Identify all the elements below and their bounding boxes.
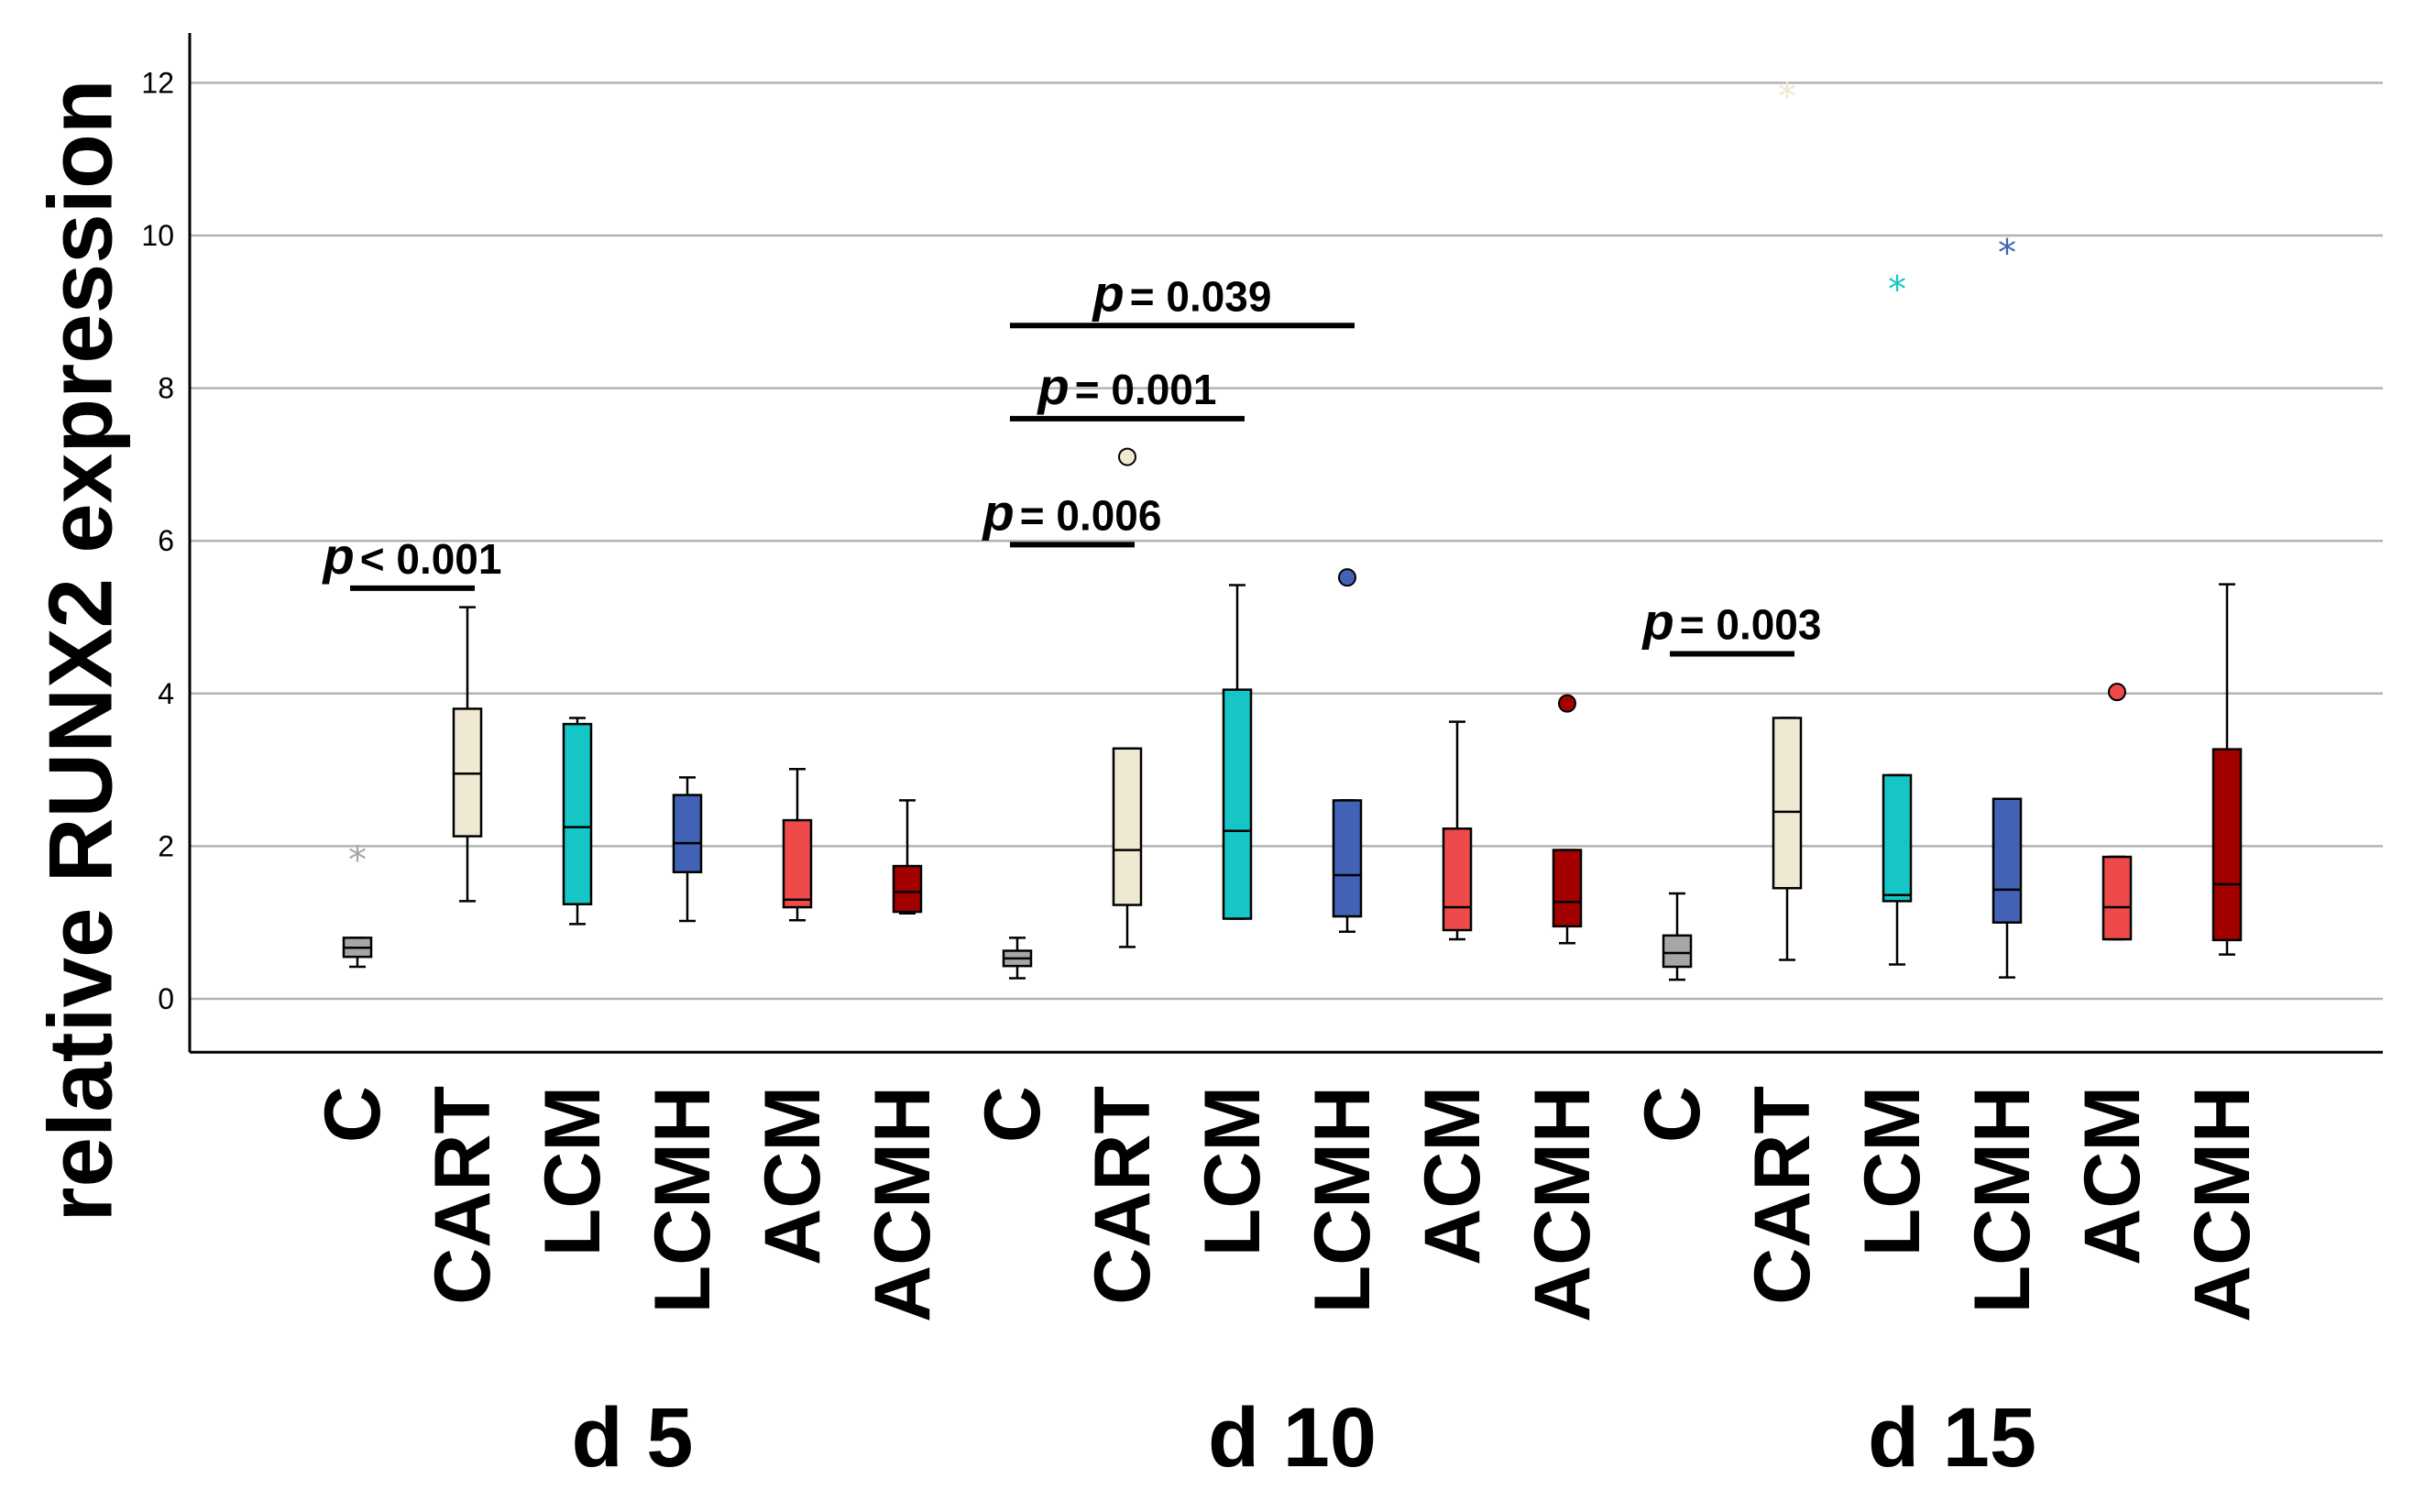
x-tick-label-c: C [309, 1086, 397, 1143]
boxes [342, 583, 2243, 981]
x-tick-label-cart: CART [1739, 1086, 1827, 1305]
outlier-circle [1118, 447, 1136, 466]
box-acmh-2 [2211, 583, 2243, 956]
significance-bar: p = 0.006 [982, 483, 1162, 548]
p-value-label: p = 0.039 [1092, 264, 1272, 322]
box-cart-1 [1112, 747, 1143, 948]
box-cart-0 [452, 606, 483, 903]
outlier-star: * [1888, 269, 1906, 312]
p-value-label: p = 0.003 [1641, 592, 1822, 650]
outlier-star: * [1998, 233, 2016, 275]
x-tick-label-acm: ACM [749, 1086, 837, 1265]
box-c-0 [342, 937, 373, 969]
group-label: d 5 [572, 1391, 694, 1485]
box-iqr [1772, 717, 1803, 890]
significance-annotations: p < 0.001 p = 0.006 p = 0.001 p = 0.039 p = 0.003 [322, 264, 1822, 657]
box-lcmh-1 [1332, 799, 1363, 933]
box-iqr [1112, 747, 1143, 906]
x-tick-label-lcmh: LCMH [639, 1086, 727, 1313]
box-c-1 [1002, 937, 1033, 980]
outlier-circle [1338, 568, 1356, 587]
y-tick-label: 6 [158, 524, 174, 557]
outlier-star: * [348, 839, 367, 882]
significance-bar: p = 0.003 [1641, 592, 1822, 657]
p-value-label: p < 0.001 [322, 527, 502, 585]
box-iqr [2211, 748, 2243, 942]
x-tick-label-cart: CART [1079, 1086, 1167, 1305]
group-label: d 15 [1868, 1391, 2036, 1485]
significance-bar: p = 0.001 [1010, 357, 1245, 422]
box-lcmh-2 [1992, 797, 2023, 979]
gridlines [190, 82, 2383, 1001]
y-tick-label: 4 [158, 677, 174, 710]
outlier-circle [2108, 683, 2126, 702]
box-iqr [1882, 773, 1913, 903]
box-acmh-1 [1552, 849, 1583, 945]
y-tick-label: 2 [158, 829, 174, 862]
box-iqr [562, 722, 593, 905]
x-tick-label-lcm: LCM [1189, 1086, 1277, 1256]
box-acm-0 [782, 768, 813, 922]
box-iqr [1552, 849, 1583, 928]
y-tick-label: 10 [141, 219, 174, 252]
outlier-star: * [1778, 76, 1796, 118]
x-tick-label-acmh: ACMH [2178, 1086, 2266, 1322]
y-tick-label: 8 [158, 372, 174, 405]
p-value-label: p = 0.001 [1037, 357, 1217, 415]
outlier-circle [1558, 694, 1576, 713]
box-cart-2 [1772, 717, 1803, 961]
x-tick-label-lcm: LCM [529, 1086, 617, 1256]
y-tick-label: 0 [158, 982, 174, 1015]
x-tick-label-acmh: ACMH [859, 1086, 947, 1322]
box-lcm-2 [1882, 773, 1913, 966]
box-iqr [1442, 827, 1473, 932]
box-lcmh-0 [672, 776, 703, 923]
x-tick-label-acm: ACM [2068, 1086, 2156, 1265]
x-tick-label-lcmh: LCMH [1299, 1086, 1387, 1313]
box-c-2 [1662, 892, 1693, 981]
significance-bar: p < 0.001 [322, 527, 502, 591]
x-tick-label-c: C [1629, 1086, 1717, 1143]
p-value-label: p = 0.006 [982, 483, 1162, 541]
box-lcm-0 [562, 717, 593, 926]
y-axis-title: relative RUNX2 expression [29, 79, 131, 1222]
group-label: d 10 [1208, 1391, 1377, 1485]
box-iqr [1662, 934, 1693, 969]
outliers: * * * * [348, 76, 2126, 882]
box-acm-2 [2101, 855, 2133, 941]
box-iqr [1992, 797, 2023, 924]
box-lcm-1 [1222, 584, 1253, 920]
x-tick-label-lcmh: LCMH [1959, 1086, 2046, 1313]
x-tick-label-lcm: LCM [1849, 1086, 1937, 1256]
significance-bar: p = 0.039 [1010, 264, 1355, 329]
x-tick-label-acm: ACM [1409, 1086, 1497, 1265]
box-iqr [782, 818, 813, 909]
axes: 0 2 4 6 8 10 12 [141, 33, 2383, 1054]
y-tick-label: 12 [141, 66, 174, 99]
x-tick-label-cart: CART [419, 1086, 507, 1305]
box-acm-1 [1442, 720, 1473, 941]
x-tick-label-c: C [969, 1086, 1057, 1143]
box-acmh-0 [892, 799, 923, 915]
box-iqr [892, 864, 923, 914]
box-iqr [1222, 688, 1253, 920]
box-iqr [672, 794, 703, 873]
box-iqr [2101, 855, 2133, 941]
box-iqr [1332, 799, 1363, 918]
x-tick-label-acmh: ACMH [1519, 1086, 1607, 1322]
